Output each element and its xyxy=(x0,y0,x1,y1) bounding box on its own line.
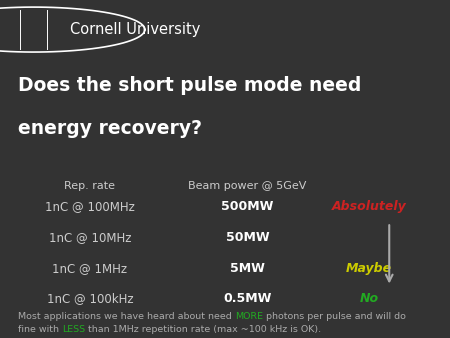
Text: photons per pulse and will do: photons per pulse and will do xyxy=(263,312,405,320)
Text: 1nC @ 10MHz: 1nC @ 10MHz xyxy=(49,231,131,244)
Text: No: No xyxy=(360,292,378,306)
Text: fine with: fine with xyxy=(18,324,62,334)
Text: LESS: LESS xyxy=(62,324,85,334)
Text: Does the short pulse mode need: Does the short pulse mode need xyxy=(18,76,361,95)
Text: 1nC @ 100MHz: 1nC @ 100MHz xyxy=(45,200,135,213)
Text: 500MW: 500MW xyxy=(221,200,274,213)
Text: energy recovery?: energy recovery? xyxy=(18,119,202,138)
Text: Cornell University: Cornell University xyxy=(70,22,200,37)
Text: 1nC @ 100kHz: 1nC @ 100kHz xyxy=(47,292,133,306)
Text: 0.5MW: 0.5MW xyxy=(223,292,272,306)
Text: than 1MHz repetition rate (max ~100 kHz is OK).: than 1MHz repetition rate (max ~100 kHz … xyxy=(85,324,321,334)
Text: Most applications we have heard about need: Most applications we have heard about ne… xyxy=(18,312,235,320)
Text: Absolutely: Absolutely xyxy=(332,200,406,213)
Text: MORE: MORE xyxy=(235,312,263,320)
Text: Maybe: Maybe xyxy=(346,262,392,275)
Text: 50MW: 50MW xyxy=(226,231,269,244)
Text: 5MW: 5MW xyxy=(230,262,265,275)
Text: Beam power @ 5GeV: Beam power @ 5GeV xyxy=(188,181,307,191)
Text: Rep. rate: Rep. rate xyxy=(64,181,116,191)
Text: 1nC @ 1MHz: 1nC @ 1MHz xyxy=(53,262,127,275)
